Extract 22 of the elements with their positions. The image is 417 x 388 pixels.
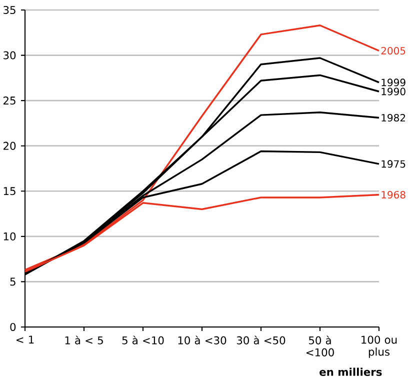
y-tick-label: 25 — [3, 96, 16, 105]
x-axis-title: en milliers — [320, 368, 382, 376]
series-label: 1975 — [382, 160, 406, 168]
y-tick-label: 30 — [4, 51, 16, 60]
y-tick-label: 10 — [4, 232, 16, 240]
y-tick-label: 0 — [10, 322, 16, 332]
y-tick-label: 20 — [3, 142, 16, 150]
series-label: 1990 — [382, 88, 406, 96]
x-tick-label: 10 à <30 — [178, 336, 226, 344]
x-tick-label: 5 à <10 — [122, 336, 164, 344]
y-tick-label: 5 — [10, 278, 16, 286]
y-tick-label: 35 — [4, 6, 16, 14]
series-label: 1968 — [382, 190, 406, 199]
series-label: 1999 — [382, 78, 406, 86]
x-tick-label: 30 à <50 — [236, 336, 286, 344]
series-label: 2005 — [381, 46, 406, 55]
x-tick-label: 50 à <100 — [306, 336, 334, 356]
series-label: 1982 — [382, 114, 406, 122]
x-tick-label: 1 à < 5 — [65, 336, 103, 344]
y-tick-label: 15 — [4, 187, 16, 196]
x-tick-label: < 1 — [16, 336, 34, 344]
x-tick-label: 100 ou plus — [362, 336, 397, 358]
